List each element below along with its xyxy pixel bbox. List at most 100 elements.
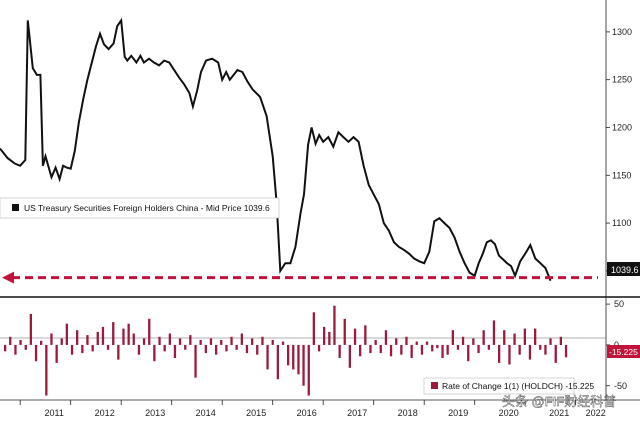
rate-bar — [4, 344, 7, 352]
rate-bar — [425, 341, 429, 345]
rate-bar — [168, 333, 171, 345]
rate-bar — [477, 344, 480, 354]
rate-bar — [235, 344, 238, 350]
rate-bar — [112, 322, 115, 345]
x-tick-label: 2011 — [45, 408, 64, 418]
rate-bar — [369, 344, 372, 354]
x-tick-label: 2022 — [586, 408, 606, 418]
rate-bar — [178, 338, 182, 345]
rate-bar — [19, 340, 22, 345]
rate-bar — [554, 344, 557, 363]
rate-bar — [374, 340, 377, 345]
rate-of-change-bars — [4, 305, 568, 396]
rate-bar — [431, 344, 434, 352]
x-tick-label: 2012 — [95, 408, 115, 418]
rate-bar — [287, 344, 290, 366]
rate-bar — [101, 326, 105, 345]
rate-bar — [348, 344, 351, 368]
upper-legend-text: US Treasury Securities Foreign Holders C… — [24, 203, 270, 213]
rate-bar — [461, 336, 465, 345]
rate-bar — [539, 344, 542, 350]
rate-bar — [323, 326, 326, 345]
lower-y-tick-label: 0 — [614, 340, 619, 350]
rate-bar — [158, 336, 161, 345]
rate-bar — [271, 340, 274, 345]
rate-bar — [312, 312, 315, 345]
rate-bar — [498, 344, 501, 363]
rate-bar — [163, 344, 166, 352]
lower-last-value-text: -15.225 — [609, 347, 638, 357]
rate-bar — [29, 313, 32, 345]
lower-y-tick-label: -50 — [614, 381, 627, 391]
x-tick-label: 2013 — [145, 408, 165, 418]
rate-bar — [225, 344, 228, 352]
rate-bar — [508, 344, 511, 365]
rate-bar — [81, 344, 84, 354]
upper-legend-box — [0, 197, 280, 219]
rate-bar — [534, 328, 537, 345]
rate-bar — [441, 344, 444, 358]
upper-last-value-tag: 1039.6 — [607, 262, 640, 276]
x-tick-label: 2015 — [246, 408, 266, 418]
rate-bar — [379, 344, 382, 354]
rate-bar — [528, 344, 532, 360]
support-arrow — [2, 271, 598, 284]
rate-bar — [456, 344, 460, 350]
rate-bar — [122, 328, 125, 345]
rate-bar — [333, 305, 336, 345]
rate-bar — [194, 344, 197, 378]
rate-bar — [276, 344, 279, 380]
upper-panel: 105011001150120012501300 US Treasury Sec… — [0, 0, 640, 297]
upper-last-value-text: 1039.6 — [611, 265, 639, 275]
rate-bar — [364, 325, 367, 345]
x-tick-label: 2016 — [297, 408, 317, 418]
rate-bar — [132, 333, 135, 345]
rate-bar — [544, 344, 547, 355]
rate-bar — [266, 344, 269, 370]
x-tick-label: 2020 — [499, 408, 519, 418]
rate-bar — [256, 344, 259, 355]
lower-y-ticks: -50 0 50 — [606, 299, 627, 391]
rate-bar — [45, 344, 48, 396]
rate-bar — [204, 344, 207, 354]
watermark-text: 头条 @FIF财经科普 — [502, 394, 616, 409]
rate-bar — [343, 318, 346, 345]
rate-bar — [410, 344, 413, 358]
x-tick-label: 2017 — [347, 408, 367, 418]
rate-bar — [230, 336, 233, 345]
rate-bar — [353, 328, 357, 345]
rate-bar — [559, 336, 562, 345]
rate-bar — [420, 344, 424, 355]
rate-bar — [359, 344, 362, 357]
rate-bar — [215, 344, 218, 355]
rate-bar — [549, 338, 552, 345]
price-series-line — [0, 17, 552, 282]
rate-bar — [142, 338, 146, 345]
rate-bar — [153, 344, 156, 362]
rate-bar — [482, 330, 485, 345]
rate-bar — [9, 336, 12, 345]
rate-bar — [451, 330, 454, 345]
rate-bar — [436, 344, 439, 349]
lower-last-value-tag: -15.225 — [607, 345, 640, 358]
lower-legend-swatch-icon — [431, 382, 438, 389]
lower-panel: -50 0 50 Rate of Change 1(1) (HOLDCH) -15.… — [0, 297, 640, 400]
rate-bar — [472, 338, 475, 345]
rate-bar — [60, 338, 63, 345]
upper-y-tick-label: 1200 — [612, 122, 632, 132]
rate-bar — [70, 344, 74, 355]
rate-bar — [76, 330, 79, 345]
rate-bar — [317, 344, 321, 352]
rate-bar — [240, 333, 243, 345]
upper-legend: US Treasury Securities Foreign Holders C… — [0, 197, 280, 219]
rate-bar — [405, 336, 408, 345]
rate-bar — [338, 344, 341, 358]
x-axis-ticks: 2011 2012 2013 2014 2015 2016 2017 2018 2019 2020… — [19, 400, 606, 418]
lower-last-value-box — [607, 345, 640, 358]
rate-bar — [415, 341, 418, 345]
lower-legend-text: Rate of Change 1(1) (HOLDCH) -15.225 — [442, 381, 594, 391]
rate-bar — [34, 344, 38, 362]
rate-bar — [209, 338, 213, 345]
x-tick-label: 2021 — [549, 408, 569, 418]
